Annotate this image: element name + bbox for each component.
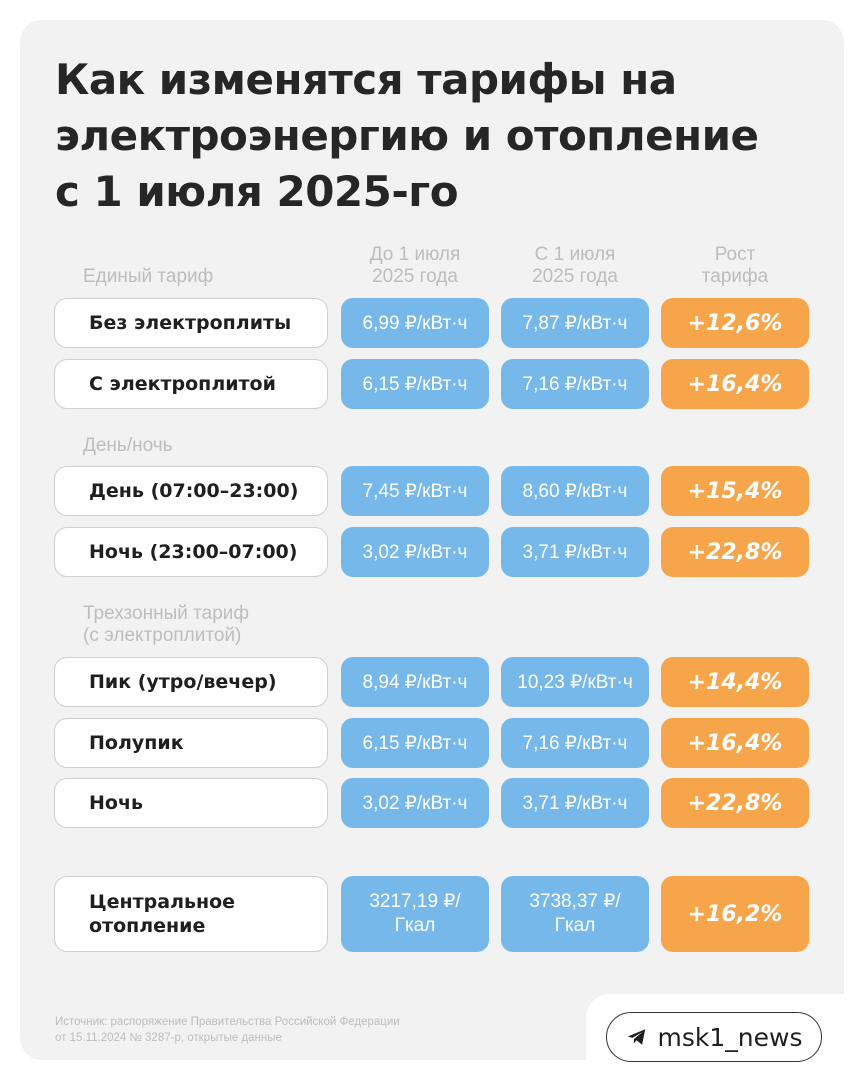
growth-badge: +16,4%: [661, 718, 809, 768]
heating-price-before: 3217,19 ₽/Гкал: [341, 876, 489, 952]
price-after: 3,71 ₽/кВт·ч: [501, 778, 649, 828]
growth-badge: +15,4%: [661, 466, 809, 516]
heating-price-after: 3738,37 ₽/Гкал: [501, 876, 649, 952]
column-header-before: До 1 июля 2025 года: [369, 244, 461, 287]
price-after: 8,60 ₽/кВт·ч: [501, 466, 649, 516]
tariff-name: Ночь (23:00–07:00): [54, 527, 328, 577]
column-header-after: С 1 июля 2025 года: [532, 244, 618, 287]
price-after: 7,16 ₽/кВт·ч: [501, 359, 649, 409]
tariff-name: С электроплитой: [54, 359, 328, 409]
growth-badge: +22,8%: [661, 527, 809, 577]
tariff-row: Ночь (23:00–07:00) 3,02 ₽/кВт·ч 3,71 ₽/к…: [0, 527, 864, 577]
tariff-row: Ночь 3,02 ₽/кВт·ч 3,71 ₽/кВт·ч +22,8%: [0, 778, 864, 828]
growth-badge: +14,4%: [661, 657, 809, 707]
tariff-name: Пик (утро/вечер): [54, 657, 328, 707]
column-header-growth: Рост тарифа: [701, 244, 769, 287]
price-before: 7,45 ₽/кВт·ч: [341, 466, 489, 516]
tariff-row: С электроплитой 6,15 ₽/кВт·ч 7,16 ₽/кВт·…: [0, 359, 864, 409]
price-after: 7,87 ₽/кВт·ч: [501, 298, 649, 348]
growth-badge: +22,8%: [661, 778, 809, 828]
section-label-daynight: День/ночь: [83, 435, 173, 456]
price-before: 6,15 ₽/кВт·ч: [341, 718, 489, 768]
price-before: 3,02 ₽/кВт·ч: [341, 778, 489, 828]
page-title: Как изменятся тарифы на электроэнергию и…: [55, 55, 759, 216]
heating-name: Центральное отопление: [54, 876, 328, 952]
growth-badge: +12,6%: [661, 298, 809, 348]
price-before: 6,15 ₽/кВт·ч: [341, 359, 489, 409]
tariff-row: Без электроплиты 6,99 ₽/кВт·ч 7,87 ₽/кВт…: [0, 298, 864, 348]
price-after: 3,71 ₽/кВт·ч: [501, 527, 649, 577]
channel-name: msk1_news: [657, 1022, 803, 1052]
tariff-row: День (07:00–23:00) 7,45 ₽/кВт·ч 8,60 ₽/к…: [0, 466, 864, 516]
tariff-row: Пик (утро/вечер) 8,94 ₽/кВт·ч 10,23 ₽/кВ…: [0, 657, 864, 707]
section-label-single: Единый тариф: [83, 266, 214, 287]
heating-row: Центральное отопление 3217,19 ₽/Гкал 3738…: [0, 876, 864, 952]
price-after: 10,23 ₽/кВт·ч: [501, 657, 649, 707]
tariff-name: Ночь: [54, 778, 328, 828]
section-label-three-zone: Трехзонный тариф (с электроплитой): [83, 603, 250, 646]
tariff-name: День (07:00–23:00): [54, 466, 328, 516]
price-before: 3,02 ₽/кВт·ч: [341, 527, 489, 577]
tariff-name: Без электроплиты: [54, 298, 328, 348]
price-after: 7,16 ₽/кВт·ч: [501, 718, 649, 768]
telegram-channel-badge[interactable]: msk1_news: [606, 1012, 822, 1062]
source-note: Источник: распоряжение Правительства Рос…: [55, 1016, 400, 1044]
growth-badge: +16,4%: [661, 359, 809, 409]
price-before: 8,94 ₽/кВт·ч: [341, 657, 489, 707]
growth-badge: +16,2%: [661, 876, 809, 952]
tariff-row: Полупик 6,15 ₽/кВт·ч 7,16 ₽/кВт·ч +16,4%: [0, 718, 864, 768]
price-before: 6,99 ₽/кВт·ч: [341, 298, 489, 348]
telegram-icon: [627, 1029, 645, 1045]
tariff-name: Полупик: [54, 718, 328, 768]
